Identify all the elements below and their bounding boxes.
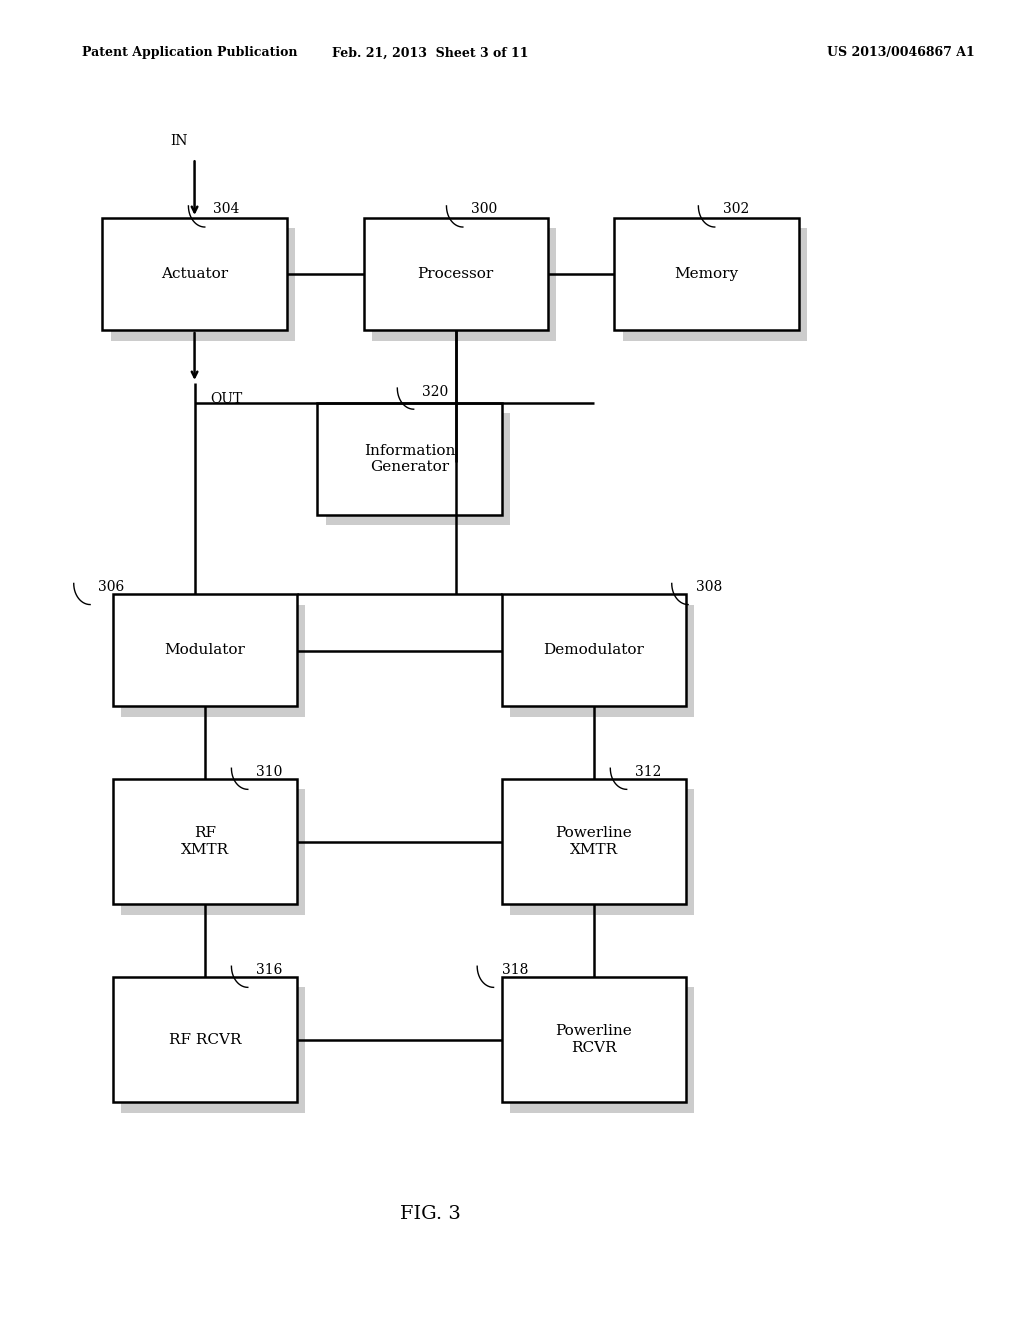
FancyBboxPatch shape	[102, 218, 287, 330]
Text: US 2013/0046867 A1: US 2013/0046867 A1	[827, 46, 975, 59]
Text: Processor: Processor	[418, 267, 494, 281]
FancyBboxPatch shape	[614, 218, 799, 330]
Text: 300: 300	[471, 202, 498, 216]
FancyBboxPatch shape	[121, 789, 305, 915]
FancyBboxPatch shape	[623, 228, 807, 341]
FancyBboxPatch shape	[364, 218, 548, 330]
Text: Actuator: Actuator	[161, 267, 228, 281]
FancyBboxPatch shape	[502, 594, 686, 706]
Text: Memory: Memory	[675, 267, 738, 281]
FancyBboxPatch shape	[502, 977, 686, 1102]
Text: FIG. 3: FIG. 3	[399, 1205, 461, 1224]
FancyBboxPatch shape	[317, 403, 502, 515]
Text: 310: 310	[256, 764, 283, 779]
FancyBboxPatch shape	[113, 779, 297, 904]
Text: 312: 312	[635, 764, 662, 779]
Text: 318: 318	[502, 962, 528, 977]
FancyBboxPatch shape	[510, 789, 694, 915]
Text: 302: 302	[723, 202, 750, 216]
FancyBboxPatch shape	[372, 228, 556, 341]
Text: OUT: OUT	[210, 392, 242, 407]
FancyBboxPatch shape	[113, 594, 297, 706]
Text: 320: 320	[422, 384, 449, 399]
Text: RF RCVR: RF RCVR	[169, 1032, 241, 1047]
Text: Feb. 21, 2013  Sheet 3 of 11: Feb. 21, 2013 Sheet 3 of 11	[332, 46, 528, 59]
FancyBboxPatch shape	[326, 413, 510, 525]
Text: 304: 304	[213, 202, 240, 216]
FancyBboxPatch shape	[510, 605, 694, 717]
FancyBboxPatch shape	[111, 228, 295, 341]
FancyBboxPatch shape	[121, 605, 305, 717]
FancyBboxPatch shape	[121, 987, 305, 1113]
Text: 316: 316	[256, 962, 283, 977]
Text: RF
XMTR: RF XMTR	[181, 826, 228, 857]
Text: 308: 308	[696, 579, 723, 594]
Text: Patent Application Publication: Patent Application Publication	[82, 46, 297, 59]
Text: Powerline
XMTR: Powerline XMTR	[556, 826, 632, 857]
Text: Demodulator: Demodulator	[544, 643, 644, 657]
Text: IN: IN	[170, 133, 188, 148]
FancyBboxPatch shape	[502, 779, 686, 904]
FancyBboxPatch shape	[113, 977, 297, 1102]
Text: Powerline
RCVR: Powerline RCVR	[556, 1024, 632, 1055]
FancyBboxPatch shape	[510, 987, 694, 1113]
Text: Modulator: Modulator	[165, 643, 245, 657]
Text: Information
Generator: Information Generator	[364, 444, 456, 474]
Text: 306: 306	[98, 579, 125, 594]
